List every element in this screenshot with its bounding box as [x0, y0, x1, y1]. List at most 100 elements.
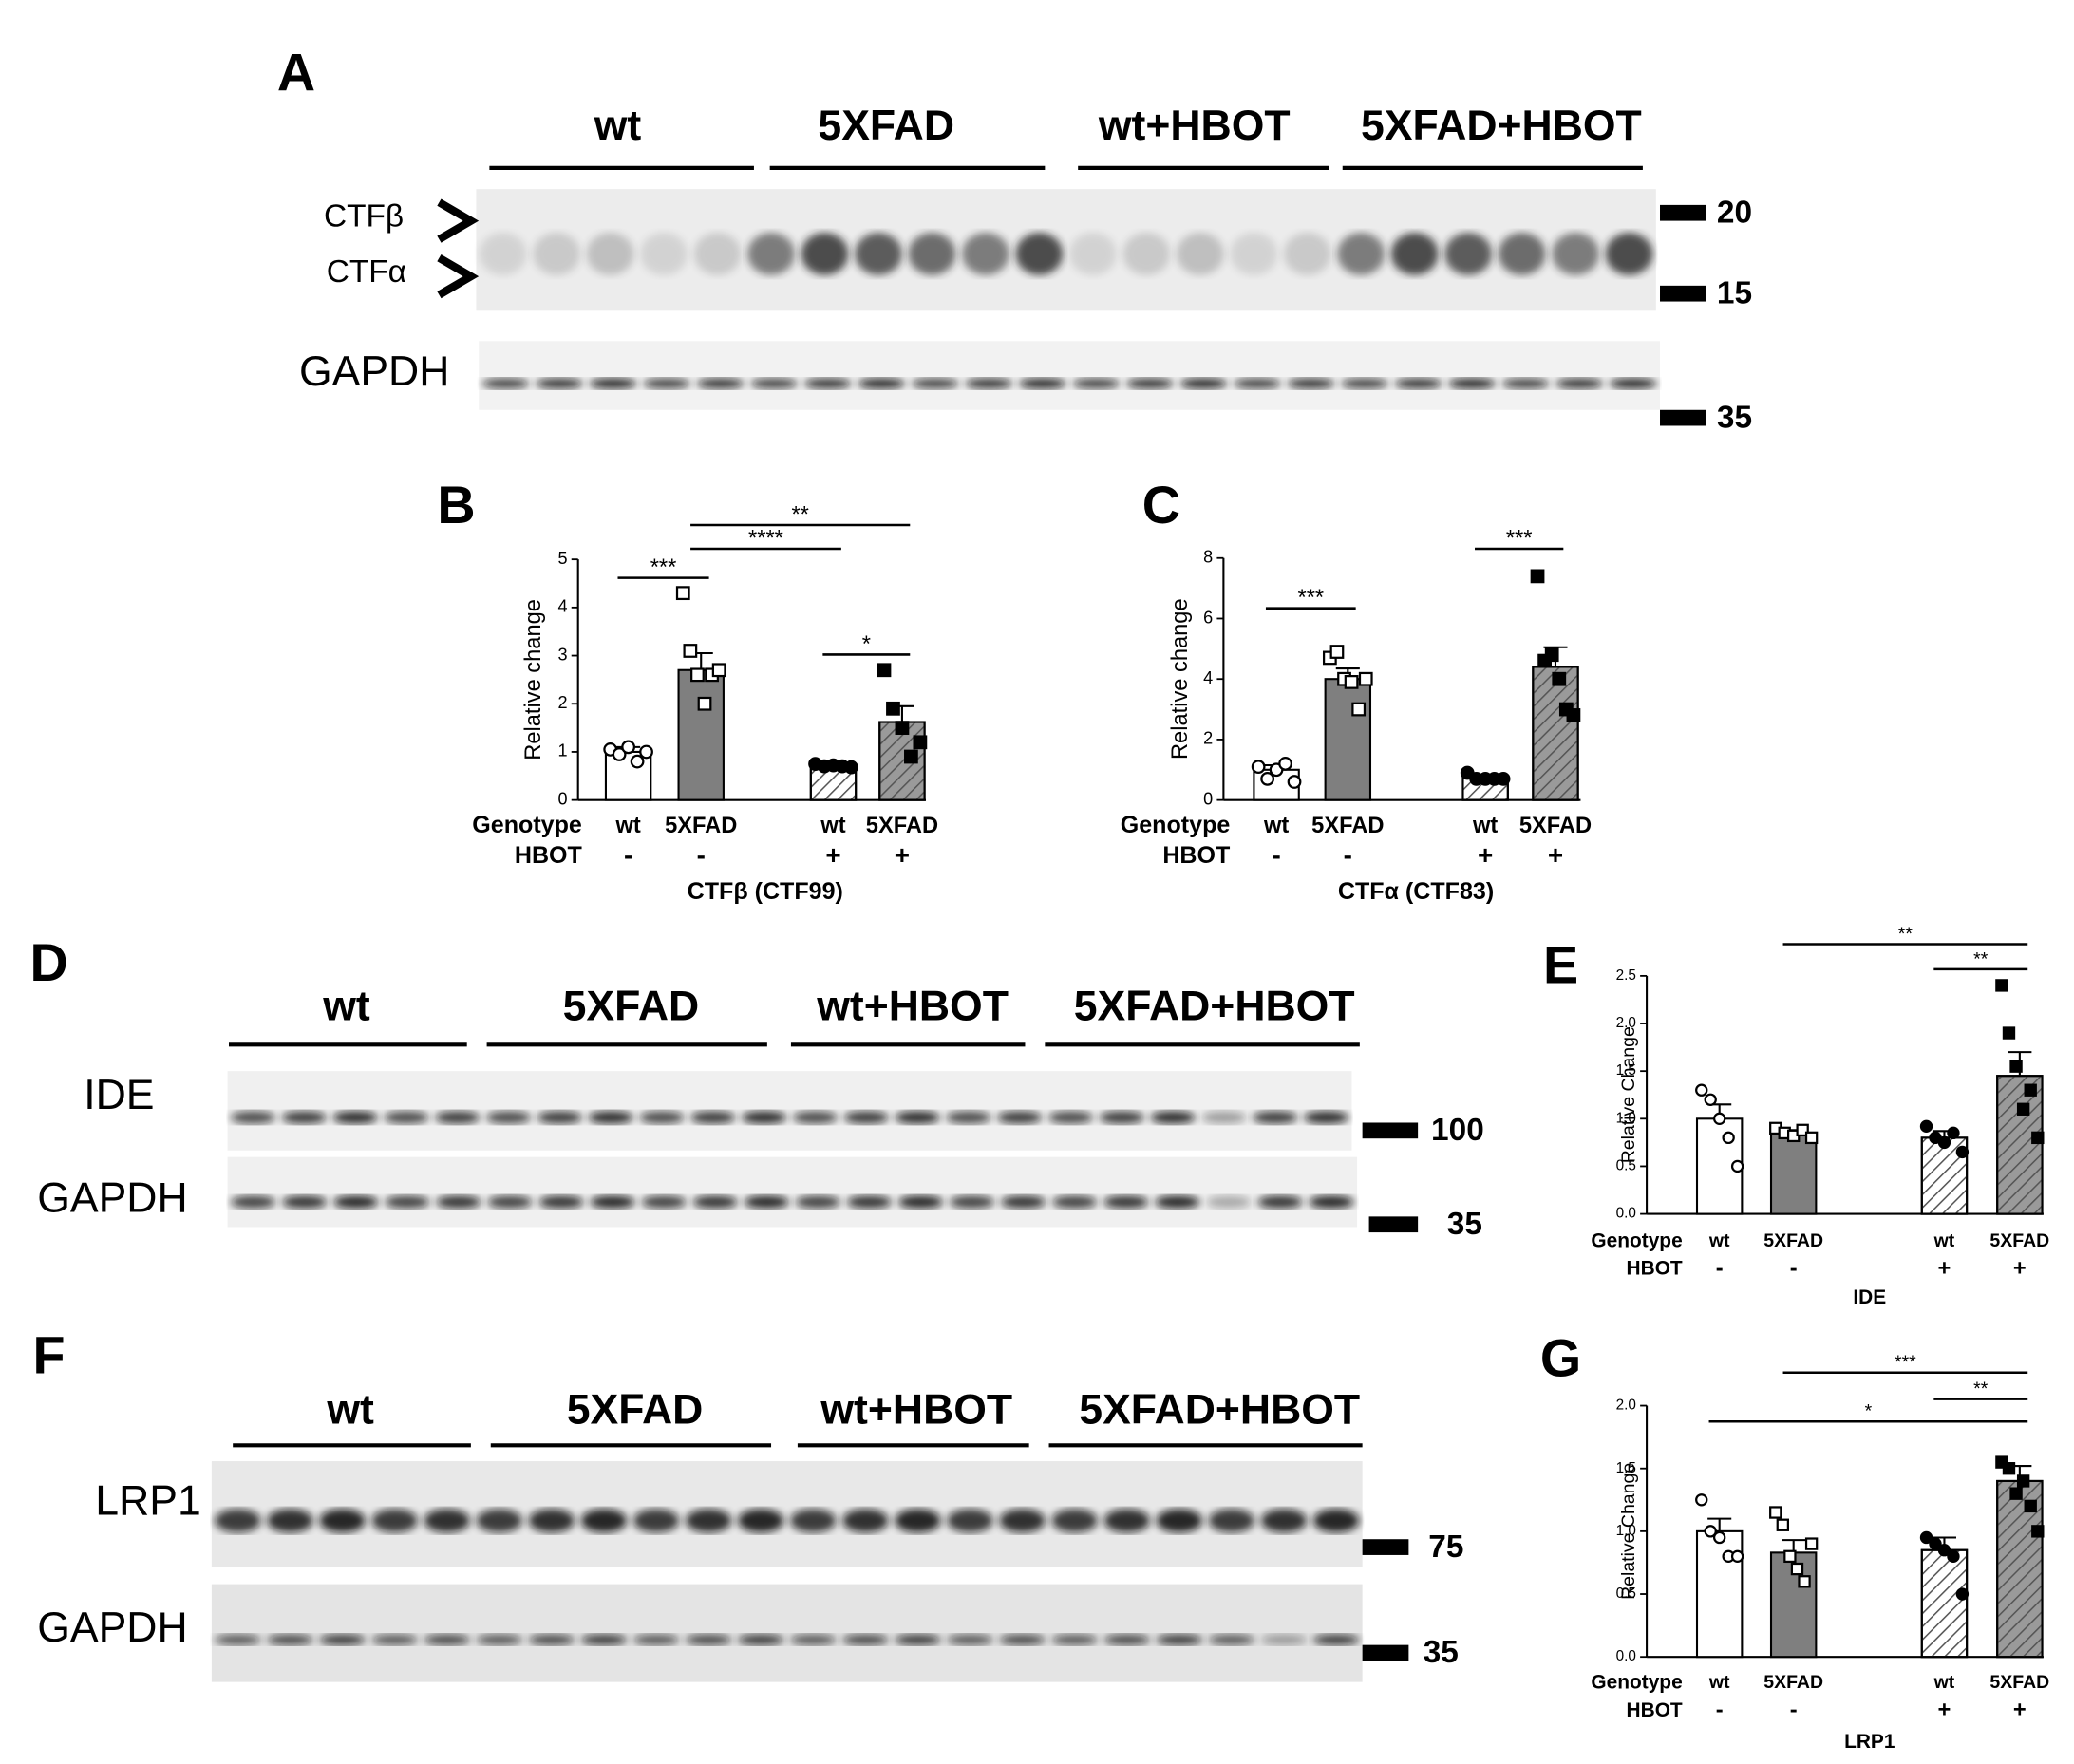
row-label: Genotype — [1121, 812, 1231, 838]
y-tick-label: 1.5 — [1616, 1460, 1636, 1476]
data-point — [1919, 1119, 1933, 1134]
band — [215, 1634, 261, 1645]
band — [643, 378, 690, 389]
band — [332, 1195, 379, 1210]
band — [1260, 1634, 1308, 1645]
marker-label: 35 — [1424, 1635, 1459, 1670]
band — [1000, 1195, 1046, 1210]
band — [855, 233, 902, 275]
bar — [677, 668, 725, 801]
y-tick-label: 8 — [1203, 548, 1213, 567]
data-point — [690, 667, 705, 683]
row-label: HBOT — [1162, 842, 1231, 869]
band — [685, 1509, 732, 1533]
data-point — [886, 701, 900, 716]
data-point — [1790, 1562, 1804, 1576]
bar-hatch — [1996, 1075, 2044, 1215]
band — [1051, 1509, 1098, 1533]
data-point — [2016, 1474, 2030, 1488]
data-point — [1496, 771, 1511, 786]
band — [1253, 1110, 1298, 1124]
y-tick-label: 1 — [557, 741, 567, 760]
data-point — [1260, 771, 1275, 786]
data-point — [1722, 1131, 1735, 1145]
band-label: CTFα — [327, 254, 406, 290]
band — [267, 1509, 313, 1533]
protein-label: IDE — [84, 1072, 154, 1118]
hbot-label: - — [1716, 1698, 1724, 1723]
category-label: 5XFAD — [866, 814, 938, 838]
data-point — [1544, 647, 1559, 663]
error-bar — [1707, 1517, 1732, 1531]
band — [533, 233, 581, 275]
band — [792, 1110, 839, 1124]
y-tick-label: 0 — [1203, 789, 1213, 808]
band — [436, 1195, 481, 1210]
band — [536, 378, 583, 389]
band — [424, 1634, 470, 1645]
bar-hatch — [1532, 666, 1579, 801]
data-point — [1695, 1493, 1708, 1507]
hbot-label: + — [1938, 1256, 1951, 1281]
band — [588, 1110, 633, 1124]
data-point — [1804, 1537, 1819, 1550]
data-point — [2009, 1487, 2023, 1500]
band — [1103, 1634, 1151, 1645]
significance-label: *** — [650, 555, 677, 580]
band — [332, 1110, 378, 1124]
significance-label: * — [862, 632, 871, 657]
marker-label: 75 — [1428, 1529, 1463, 1565]
significance-label: ** — [1898, 924, 1914, 945]
data-point — [1955, 1587, 1970, 1601]
band — [685, 1634, 732, 1645]
band — [1018, 378, 1066, 389]
band — [895, 1509, 941, 1533]
blot — [227, 1156, 1358, 1228]
band — [1552, 233, 1599, 275]
group-label: wt+HBOT — [1098, 103, 1291, 149]
data-point — [877, 663, 892, 678]
row-label: HBOT — [1627, 1258, 1683, 1280]
data-point — [2031, 1525, 2045, 1538]
band — [1309, 1195, 1354, 1210]
band — [949, 1195, 995, 1210]
band — [371, 1509, 418, 1533]
data-point — [1919, 1530, 1933, 1545]
group-label: wt — [322, 983, 370, 1029]
data-point — [621, 740, 636, 755]
data-point — [630, 754, 645, 769]
band — [1498, 233, 1546, 275]
band — [1609, 378, 1657, 389]
y-tick-label: 5 — [557, 549, 567, 568]
y-tick-label: 0.5 — [1616, 1157, 1636, 1173]
panel-letter: B — [437, 476, 475, 535]
category-label: 5XFAD — [665, 814, 737, 838]
data-point — [1287, 775, 1302, 789]
band — [1206, 1195, 1252, 1210]
data-point — [1769, 1506, 1782, 1519]
y-tick-label: 2 — [557, 693, 567, 712]
band — [1150, 1110, 1196, 1124]
hbot-label: + — [1938, 1698, 1951, 1723]
row-label: HBOT — [515, 842, 583, 869]
marker-label: 35 — [1447, 1207, 1482, 1242]
band — [999, 1634, 1046, 1645]
band — [693, 233, 742, 275]
data-point — [2002, 1026, 2016, 1040]
band — [1155, 1195, 1200, 1210]
data-point — [1929, 1537, 1942, 1550]
category-label: wt — [1708, 1672, 1730, 1693]
data-point — [2016, 1102, 2030, 1116]
band — [1122, 233, 1171, 275]
band — [476, 1509, 523, 1533]
significance-label: **** — [748, 527, 783, 552]
band — [1283, 233, 1331, 275]
band — [747, 233, 795, 275]
data-point — [1552, 671, 1567, 686]
band — [1448, 378, 1497, 389]
significance-label: *** — [1297, 586, 1324, 610]
band — [1126, 378, 1174, 389]
band — [801, 233, 849, 275]
marker-label: 35 — [1717, 400, 1752, 435]
